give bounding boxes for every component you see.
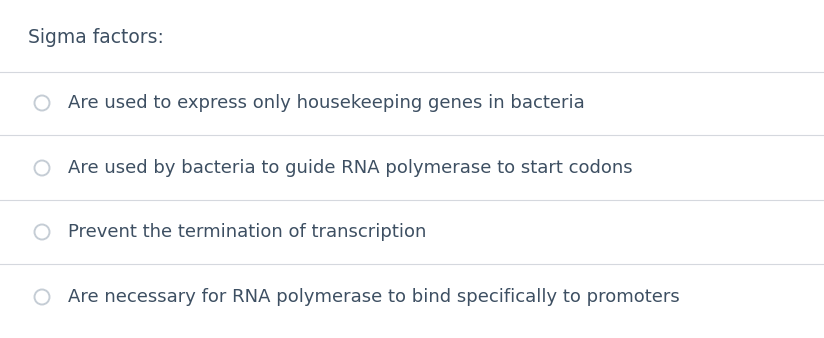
Text: Are necessary for RNA polymerase to bind specifically to promoters: Are necessary for RNA polymerase to bind… (68, 288, 680, 306)
Text: Are used to express only housekeeping genes in bacteria: Are used to express only housekeeping ge… (68, 94, 585, 112)
Text: Prevent the termination of transcription: Prevent the termination of transcription (68, 223, 426, 241)
Text: Sigma factors:: Sigma factors: (28, 28, 164, 47)
Text: Are used by bacteria to guide RNA polymerase to start codons: Are used by bacteria to guide RNA polyme… (68, 159, 633, 177)
